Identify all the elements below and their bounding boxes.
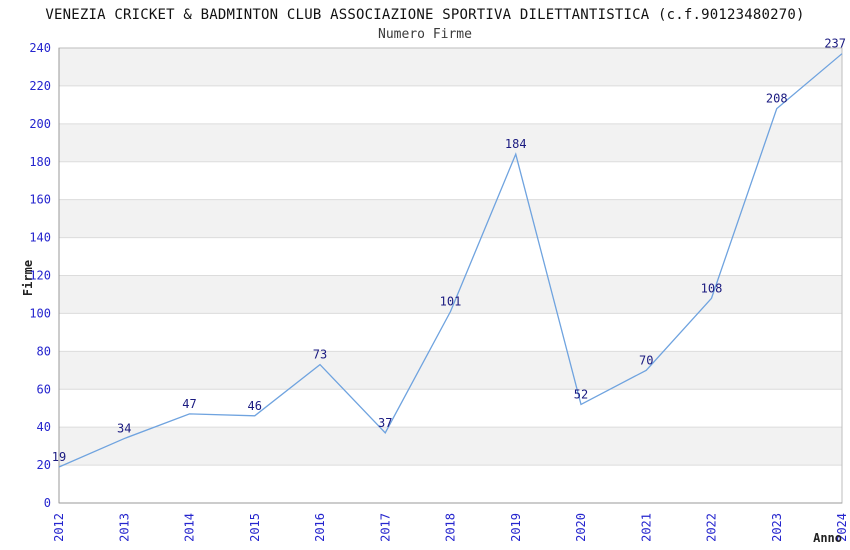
y-tick-label: 60 bbox=[37, 382, 51, 396]
data-point-label: 237 bbox=[824, 37, 846, 51]
y-tick-label: 220 bbox=[29, 79, 51, 93]
data-point-label: 208 bbox=[766, 92, 788, 106]
x-tick-label: 2022 bbox=[705, 513, 719, 542]
plot-band bbox=[59, 275, 842, 314]
plot-band bbox=[59, 351, 842, 390]
data-point-label: 19 bbox=[52, 450, 66, 464]
y-tick-label: 200 bbox=[29, 117, 51, 131]
x-tick-label: 2024 bbox=[835, 513, 849, 542]
y-tick-label: 80 bbox=[37, 344, 51, 358]
y-tick-label: 100 bbox=[29, 306, 51, 320]
data-point-label: 52 bbox=[574, 387, 588, 401]
y-tick-label: 180 bbox=[29, 155, 51, 169]
x-axis-title: Anno bbox=[813, 531, 842, 545]
y-tick-label: 140 bbox=[29, 231, 51, 245]
data-point-label: 184 bbox=[505, 137, 527, 151]
x-tick-label: 2023 bbox=[770, 513, 784, 542]
data-point-label: 37 bbox=[378, 416, 392, 430]
data-point-label: 46 bbox=[248, 399, 262, 413]
data-point-label: 101 bbox=[440, 295, 462, 309]
y-tick-label: 120 bbox=[29, 269, 51, 283]
data-point-label: 47 bbox=[182, 397, 196, 411]
data-point-label: 70 bbox=[639, 353, 653, 367]
data-point-label: 108 bbox=[701, 281, 723, 295]
plot-band bbox=[59, 427, 842, 466]
x-tick-label: 2019 bbox=[509, 513, 523, 542]
x-tick-label: 2013 bbox=[117, 513, 131, 542]
y-tick-label: 20 bbox=[37, 458, 51, 472]
y-tick-label: 40 bbox=[37, 420, 51, 434]
data-point-label: 34 bbox=[117, 422, 131, 436]
x-tick-label: 2015 bbox=[248, 513, 262, 542]
y-tick-label: 0 bbox=[44, 496, 51, 510]
x-tick-label: 2012 bbox=[52, 513, 66, 542]
data-point-label: 73 bbox=[313, 348, 327, 362]
x-tick-label: 2020 bbox=[574, 513, 588, 542]
x-tick-label: 2017 bbox=[378, 513, 392, 542]
x-tick-label: 2021 bbox=[639, 513, 653, 542]
x-tick-label: 2018 bbox=[444, 513, 458, 542]
x-tick-label: 2014 bbox=[183, 513, 197, 542]
series-line bbox=[58, 53, 843, 468]
y-tick-label: 240 bbox=[29, 41, 51, 55]
chart-subtitle: Numero Firme bbox=[378, 27, 472, 42]
x-tick-label: 2016 bbox=[313, 513, 327, 542]
chart-title: VENEZIA CRICKET & BADMINTON CLUB ASSOCIA… bbox=[45, 7, 805, 23]
plot-band bbox=[59, 123, 842, 162]
y-tick-label: 160 bbox=[29, 193, 51, 207]
plot-band bbox=[59, 199, 842, 238]
plot-band bbox=[59, 48, 842, 86]
